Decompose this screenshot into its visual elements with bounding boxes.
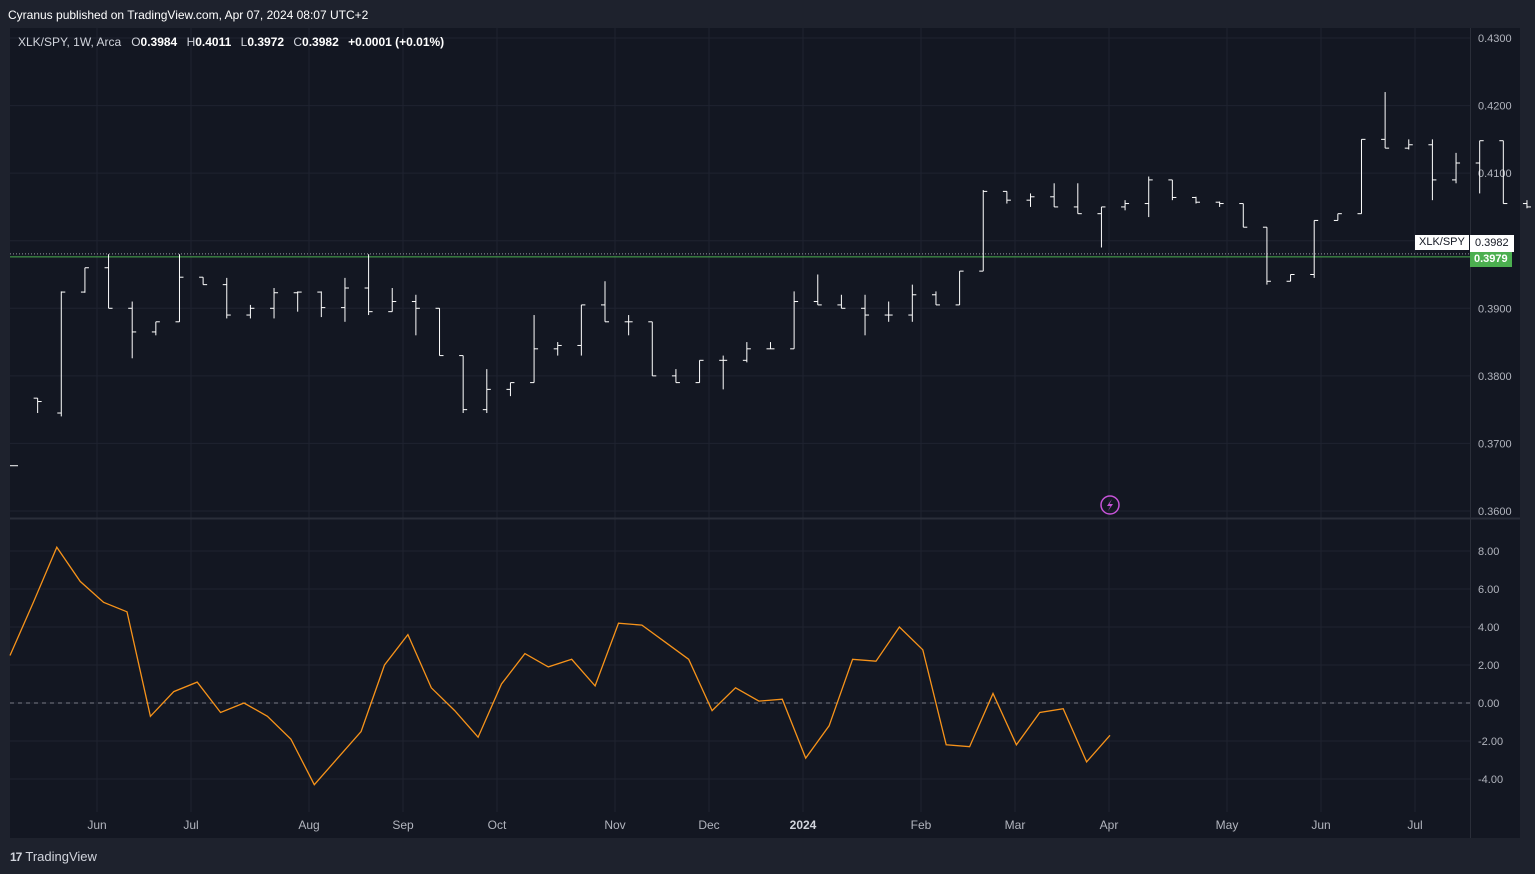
legend-high: 0.4011 [195,35,232,49]
osc-axis-tick-label: 2.00 [1478,660,1499,672]
price-axis-tick-label: 0.3600 [1478,506,1512,518]
time-axis-tick-label: Sep [392,818,414,832]
legend-high-label: H [186,35,196,49]
legend-close: 0.3982 [302,35,339,49]
time-axis-tick-label: 2024 [790,818,817,832]
time-axis-tick-label: Jun [1311,818,1330,832]
price-axis-tick-label: 0.3800 [1478,371,1512,383]
price-axis-tick-label: 0.3900 [1478,303,1512,315]
legend-close-label: C [293,35,303,49]
osc-axis-tick-label: -4.00 [1478,774,1503,786]
time-axis-tick-label: Aug [298,818,319,832]
time-axis-tick-label: Jul [1407,818,1422,832]
time-axis-tick-label: Feb [911,818,932,832]
osc-axis-tick-label: -2.00 [1478,736,1503,748]
time-axis-tick-label: Jun [87,818,106,832]
osc-axis-tick-label: 0.00 [1478,698,1499,710]
last-price-tag: 0.3982 [1470,235,1514,252]
time-axis-tick-label: Apr [1100,818,1119,832]
price-axis-tick-label: 0.4100 [1478,168,1512,180]
published-info: Cyranus published on TradingView.com, Ap… [8,8,369,22]
bottom-bar [0,838,1535,874]
time-axis-tick-label: Mar [1005,818,1026,832]
legend-open: 0.3984 [140,35,178,49]
price-axis-tick-label: 0.3700 [1478,438,1512,450]
oscillator-line [9,545,1111,786]
symbol-legend: XLK/SPY, 1W, Arca O0.3984 H0.4011 L0.397… [18,35,450,49]
symbol-price-tag: XLK/SPY [1415,235,1469,250]
lightning-icon[interactable] [1100,495,1120,515]
brand-footer[interactable]: 17 TradingView [10,849,97,864]
osc-axis-tick-label: 8.00 [1478,546,1499,558]
time-axis-tick-label: May [1216,818,1239,832]
legend-low: 0.3972 [247,35,285,49]
osc-axis-tick-label: 4.00 [1478,622,1499,634]
osc-axis-tick-label: 6.00 [1478,584,1499,596]
brand-name: TradingView [25,849,97,864]
legend-symbol: XLK/SPY, 1W, Arca [18,35,122,49]
time-axis-tick-label: Nov [604,818,625,832]
top-bar: Cyranus published on TradingView.com, Ap… [0,0,1535,28]
legend-change: +0.0001 (+0.01%) [348,35,445,49]
price-axis-tick-label: 0.4200 [1478,101,1512,113]
time-axis-tick-label: Oct [488,818,507,832]
legend-open-label: O [131,35,141,49]
time-axis-tick-label: Dec [698,818,719,832]
tradingview-logo-icon: 17 [10,849,22,864]
ma-price-tag: 0.3979 [1470,252,1512,267]
price-axis-tick-label: 0.4300 [1478,33,1512,45]
legend-low-label: L [240,35,248,49]
time-axis-tick-label: Jul [183,818,198,832]
